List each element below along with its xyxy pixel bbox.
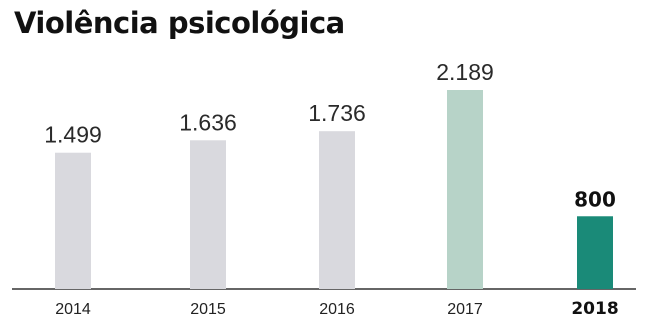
x-tick-label-2017: 2017 — [447, 301, 483, 318]
value-label-2016: 1.736 — [308, 100, 366, 126]
value-label-2017: 2.189 — [436, 59, 494, 85]
value-label-2014: 1.499 — [44, 122, 102, 148]
x-tick-label-2018: 2018 — [571, 299, 618, 319]
bar-2018 — [577, 216, 613, 289]
x-tick-label-2014: 2014 — [55, 301, 91, 318]
bar-2015 — [190, 140, 226, 289]
bar-2017 — [447, 90, 483, 289]
chart-title: Violência psicológica — [14, 6, 345, 40]
x-tick-label-2015: 2015 — [190, 301, 226, 318]
x-tick-label-2016: 2016 — [319, 301, 355, 318]
value-label-2015: 1.636 — [179, 109, 237, 135]
bar-2016 — [319, 131, 355, 289]
value-label-2018: 800 — [574, 187, 616, 211]
bar-2014 — [55, 152, 91, 289]
